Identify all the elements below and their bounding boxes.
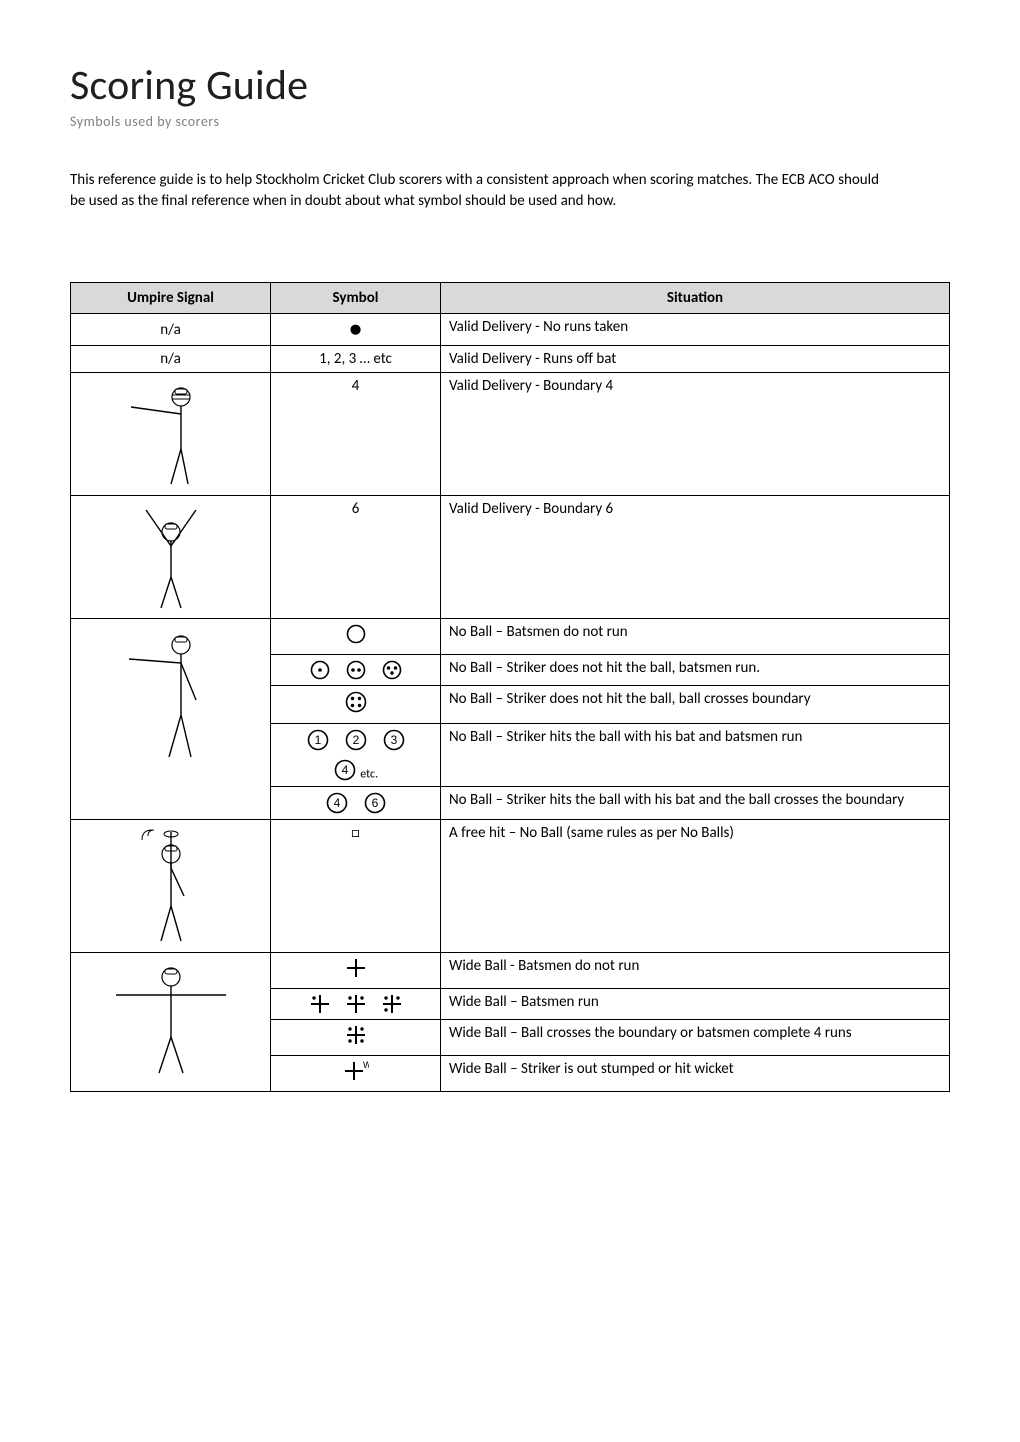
noball-num2-icon: 2: [344, 728, 368, 752]
symbol-cell: [271, 655, 441, 686]
etc-label: etc.: [360, 768, 378, 782]
situation-cell: No Ball – Striker hits the ball with his…: [441, 724, 950, 787]
svg-text:3: 3: [390, 733, 397, 747]
header-situation: Situation: [441, 283, 950, 314]
signal-cell: [71, 373, 271, 496]
situation-cell: Wide Ball - Batsmen do not run: [441, 953, 950, 989]
wide-1dot-icon: [309, 993, 331, 1015]
signal-cell: [71, 619, 271, 820]
symbol-cell: 1, 2, 3 … etc: [271, 346, 441, 373]
situation-cell: Wide Ball – Striker is out stumped or hi…: [441, 1056, 950, 1092]
noball-num4b-icon: 4: [325, 791, 349, 815]
noball-2dot-icon: [345, 659, 367, 681]
svg-text:1: 1: [314, 733, 321, 747]
symbol-cell: [271, 989, 441, 1020]
header-umpire-signal: Umpire Signal: [71, 283, 271, 314]
scoring-table: Umpire Signal Symbol Situation n/a ● Val…: [70, 282, 950, 1092]
symbol-cell: 6: [271, 496, 441, 619]
symbol-cell: W: [271, 1056, 441, 1092]
svg-text:6: 6: [371, 796, 378, 810]
signal-cell: [71, 496, 271, 619]
table-row: Wide Ball - Batsmen do not run: [71, 953, 950, 989]
symbol-cell: [271, 953, 441, 989]
table-header-row: Umpire Signal Symbol Situation: [71, 283, 950, 314]
symbol-cell: [271, 686, 441, 724]
signal-cell: [71, 820, 271, 953]
table-row: 4 Valid Delivery - Boundary 4: [71, 373, 950, 496]
umpire-boundary6-icon: [126, 502, 216, 612]
symbol-cell: ●: [271, 314, 441, 346]
symbol-cell: 4 6: [271, 787, 441, 820]
signal-cell: n/a: [71, 346, 271, 373]
noball-circle-icon: [345, 623, 367, 645]
situation-cell: Valid Delivery - Boundary 6: [441, 496, 950, 619]
situation-cell: No Ball – Striker does not hit the ball,…: [441, 655, 950, 686]
table-row: n/a ● Valid Delivery - No runs taken: [71, 314, 950, 346]
situation-cell: Wide Ball – Batsmen run: [441, 989, 950, 1020]
noball-num3-icon: 3: [382, 728, 406, 752]
dot-symbol: ●: [349, 315, 362, 342]
situation-cell: No Ball – Batsmen do not run: [441, 619, 950, 655]
svg-text:2: 2: [352, 733, 359, 747]
signal-cell: n/a: [71, 314, 271, 346]
umpire-freehit-icon: [126, 826, 216, 946]
situation-cell: Valid Delivery - Boundary 4: [441, 373, 950, 496]
noball-num4-icon: 4: [333, 758, 357, 782]
table-row: 6 Valid Delivery - Boundary 6: [71, 496, 950, 619]
noball-num1-icon: 1: [306, 728, 330, 752]
symbol-cell: 4: [271, 373, 441, 496]
situation-cell: Valid Delivery - No runs taken: [441, 314, 950, 346]
situation-cell: Valid Delivery - Runs off bat: [441, 346, 950, 373]
svg-text:4: 4: [342, 763, 349, 777]
situation-cell: No Ball – Striker hits the ball with his…: [441, 787, 950, 820]
situation-cell: No Ball – Striker does not hit the ball,…: [441, 686, 950, 724]
page-subtitle: Symbols used by scorers: [70, 113, 950, 130]
symbol-cell: □: [271, 820, 441, 953]
intro-paragraph: This reference guide is to help Stockhol…: [70, 170, 890, 212]
svg-text:W: W: [363, 1060, 369, 1070]
wide-w-icon: W: [343, 1060, 369, 1082]
signal-cell: [71, 953, 271, 1092]
wide-2dot-icon: [345, 993, 367, 1015]
symbol-cell: 1 2 3 4 etc.: [271, 724, 441, 787]
wide-cross-icon: [345, 957, 367, 979]
table-row: n/a 1, 2, 3 … etc Valid Delivery - Runs …: [71, 346, 950, 373]
symbol-cell: [271, 1020, 441, 1056]
noball-num6-icon: 6: [363, 791, 387, 815]
situation-cell: A free hit – No Ball (same rules as per …: [441, 820, 950, 953]
symbol-cell: [271, 619, 441, 655]
noball-4dot-icon: [344, 690, 368, 714]
wide-4dot-icon: [345, 1024, 367, 1046]
table-row: No Ball – Batsmen do not run: [71, 619, 950, 655]
header-symbol: Symbol: [271, 283, 441, 314]
umpire-noball-icon: [121, 625, 221, 765]
noball-3dot-icon: [381, 659, 403, 681]
table-row: □ A free hit – No Ball (same rules as pe…: [71, 820, 950, 953]
umpire-wide-icon: [106, 959, 236, 1079]
noball-1dot-icon: [309, 659, 331, 681]
situation-cell: Wide Ball – Ball crosses the boundary or…: [441, 1020, 950, 1056]
page-title: Scoring Guide: [70, 60, 950, 111]
wide-3dot-icon: [381, 993, 403, 1015]
umpire-boundary4-icon: [126, 379, 216, 489]
svg-text:4: 4: [333, 796, 340, 810]
